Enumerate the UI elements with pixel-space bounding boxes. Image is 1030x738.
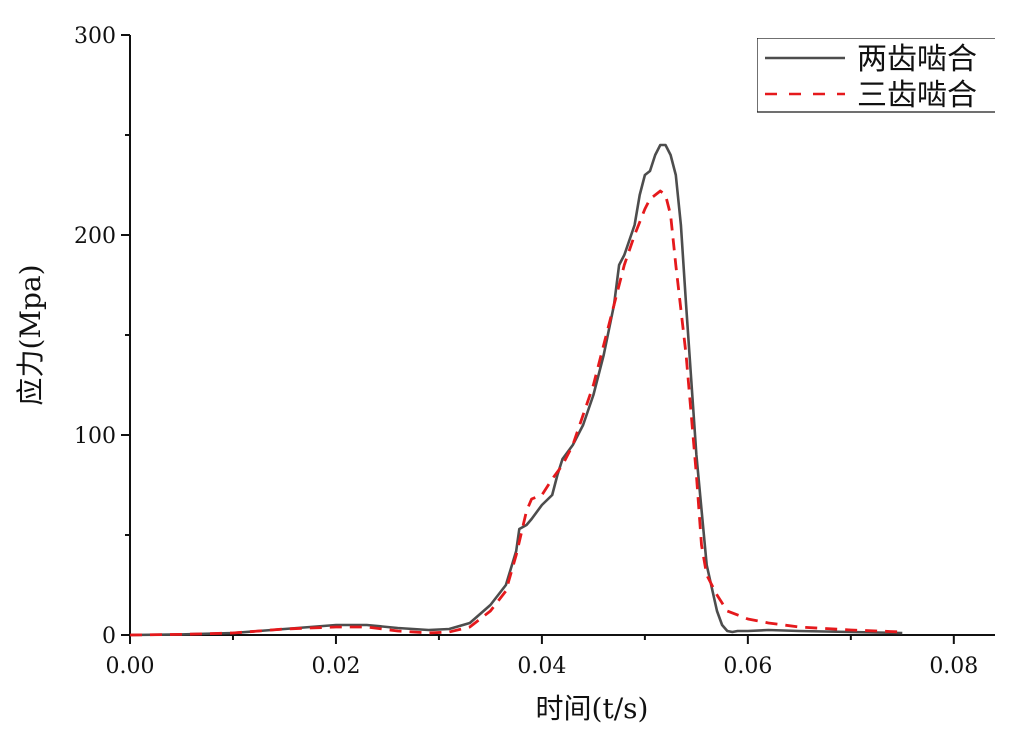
y-axis-label: 应力(Mpa) <box>14 264 47 405</box>
legend-box <box>757 38 995 113</box>
y-tick-label: 300 <box>74 24 116 49</box>
x-tick-label: 0.08 <box>929 654 978 679</box>
x-tick-label: 0.04 <box>517 654 566 679</box>
x-axis-label: 时间(t/s) <box>536 692 649 725</box>
y-ticks: 0 100 200 300 <box>74 24 130 649</box>
series-line-three-tooth <box>129 189 903 637</box>
legend-label-two-tooth: 两齿啮合 <box>857 42 977 77</box>
x-tick-label: 0.06 <box>723 654 772 679</box>
legend: 两齿啮合 三齿啮合 <box>757 38 995 113</box>
y-tick-label: 200 <box>74 224 116 249</box>
x-ticks: 0.00 0.02 0.04 0.06 0.08 <box>106 635 978 679</box>
y-tick-label: 0 <box>102 624 116 649</box>
series-line-two-tooth <box>129 143 903 637</box>
series-layer <box>129 143 903 637</box>
x-tick-label: 0.02 <box>311 654 360 679</box>
legend-label-three-tooth: 三齿啮合 <box>857 78 977 113</box>
axes <box>129 35 995 636</box>
x-tick-label: 0.00 <box>106 654 155 679</box>
y-tick-label: 100 <box>74 424 116 449</box>
